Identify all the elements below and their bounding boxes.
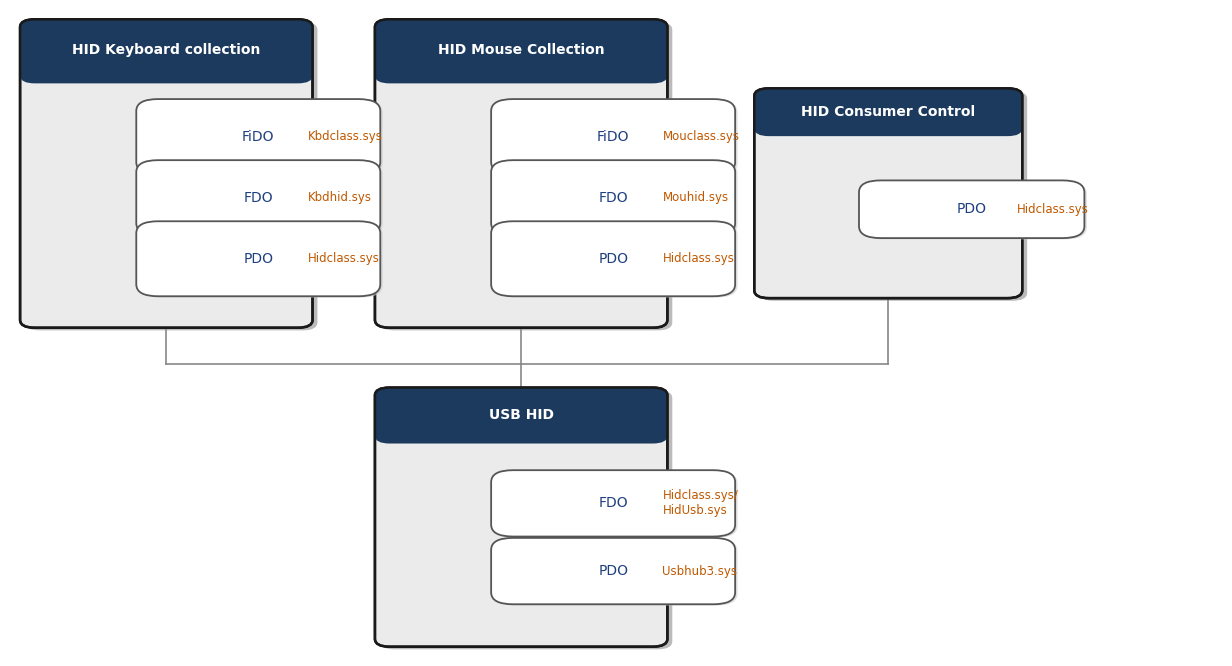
Text: HID Consumer Control: HID Consumer Control — [801, 105, 976, 119]
Text: Hidclass.sys: Hidclass.sys — [308, 252, 379, 265]
Text: HID Keyboard collection: HID Keyboard collection — [73, 43, 260, 57]
FancyBboxPatch shape — [494, 472, 738, 538]
FancyBboxPatch shape — [379, 22, 673, 330]
Bar — [389, 414, 653, 436]
Text: Hidclass.sys: Hidclass.sys — [1018, 202, 1089, 216]
FancyBboxPatch shape — [139, 101, 383, 175]
Text: Kbdclass.sys: Kbdclass.sys — [308, 130, 382, 143]
FancyBboxPatch shape — [492, 470, 736, 537]
Text: PDO: PDO — [957, 202, 987, 216]
Text: Mouhid.sys: Mouhid.sys — [663, 191, 728, 204]
FancyBboxPatch shape — [379, 390, 673, 649]
FancyBboxPatch shape — [375, 19, 668, 328]
Text: FDO: FDO — [599, 496, 628, 510]
Text: FDO: FDO — [244, 190, 274, 204]
FancyBboxPatch shape — [375, 388, 668, 444]
Text: FiDO: FiDO — [241, 130, 275, 144]
FancyBboxPatch shape — [494, 161, 738, 236]
FancyBboxPatch shape — [492, 538, 736, 604]
FancyBboxPatch shape — [375, 19, 668, 83]
FancyBboxPatch shape — [494, 222, 738, 298]
Bar — [34, 49, 298, 75]
Text: Hidclass.sys/
HidUsb.sys: Hidclass.sys/ HidUsb.sys — [663, 490, 738, 517]
FancyBboxPatch shape — [492, 99, 736, 174]
Text: PDO: PDO — [599, 252, 628, 266]
FancyBboxPatch shape — [137, 160, 381, 235]
Text: HID Mouse Collection: HID Mouse Collection — [437, 43, 605, 57]
FancyBboxPatch shape — [492, 221, 736, 296]
Bar — [389, 49, 653, 75]
Text: PDO: PDO — [243, 252, 274, 266]
FancyBboxPatch shape — [859, 180, 1084, 238]
FancyBboxPatch shape — [861, 182, 1087, 239]
Bar — [769, 111, 1008, 129]
Text: FiDO: FiDO — [596, 130, 630, 144]
FancyBboxPatch shape — [375, 388, 668, 647]
FancyBboxPatch shape — [494, 539, 738, 605]
Text: USB HID: USB HID — [489, 408, 553, 422]
Text: FDO: FDO — [599, 190, 628, 204]
FancyBboxPatch shape — [25, 22, 318, 330]
FancyBboxPatch shape — [20, 19, 313, 83]
Text: Mouclass.sys: Mouclass.sys — [663, 130, 739, 143]
FancyBboxPatch shape — [492, 160, 736, 235]
FancyBboxPatch shape — [137, 99, 381, 174]
FancyBboxPatch shape — [137, 221, 381, 296]
FancyBboxPatch shape — [494, 101, 738, 175]
FancyBboxPatch shape — [754, 89, 1023, 136]
Text: Kbdhid.sys: Kbdhid.sys — [308, 191, 372, 204]
FancyBboxPatch shape — [754, 89, 1023, 298]
Text: PDO: PDO — [599, 564, 628, 578]
Text: Usbhub3.sys: Usbhub3.sys — [663, 565, 738, 577]
FancyBboxPatch shape — [20, 19, 313, 328]
FancyBboxPatch shape — [759, 91, 1027, 301]
FancyBboxPatch shape — [139, 161, 383, 236]
Text: Hidclass.sys: Hidclass.sys — [663, 252, 734, 265]
FancyBboxPatch shape — [139, 222, 383, 298]
